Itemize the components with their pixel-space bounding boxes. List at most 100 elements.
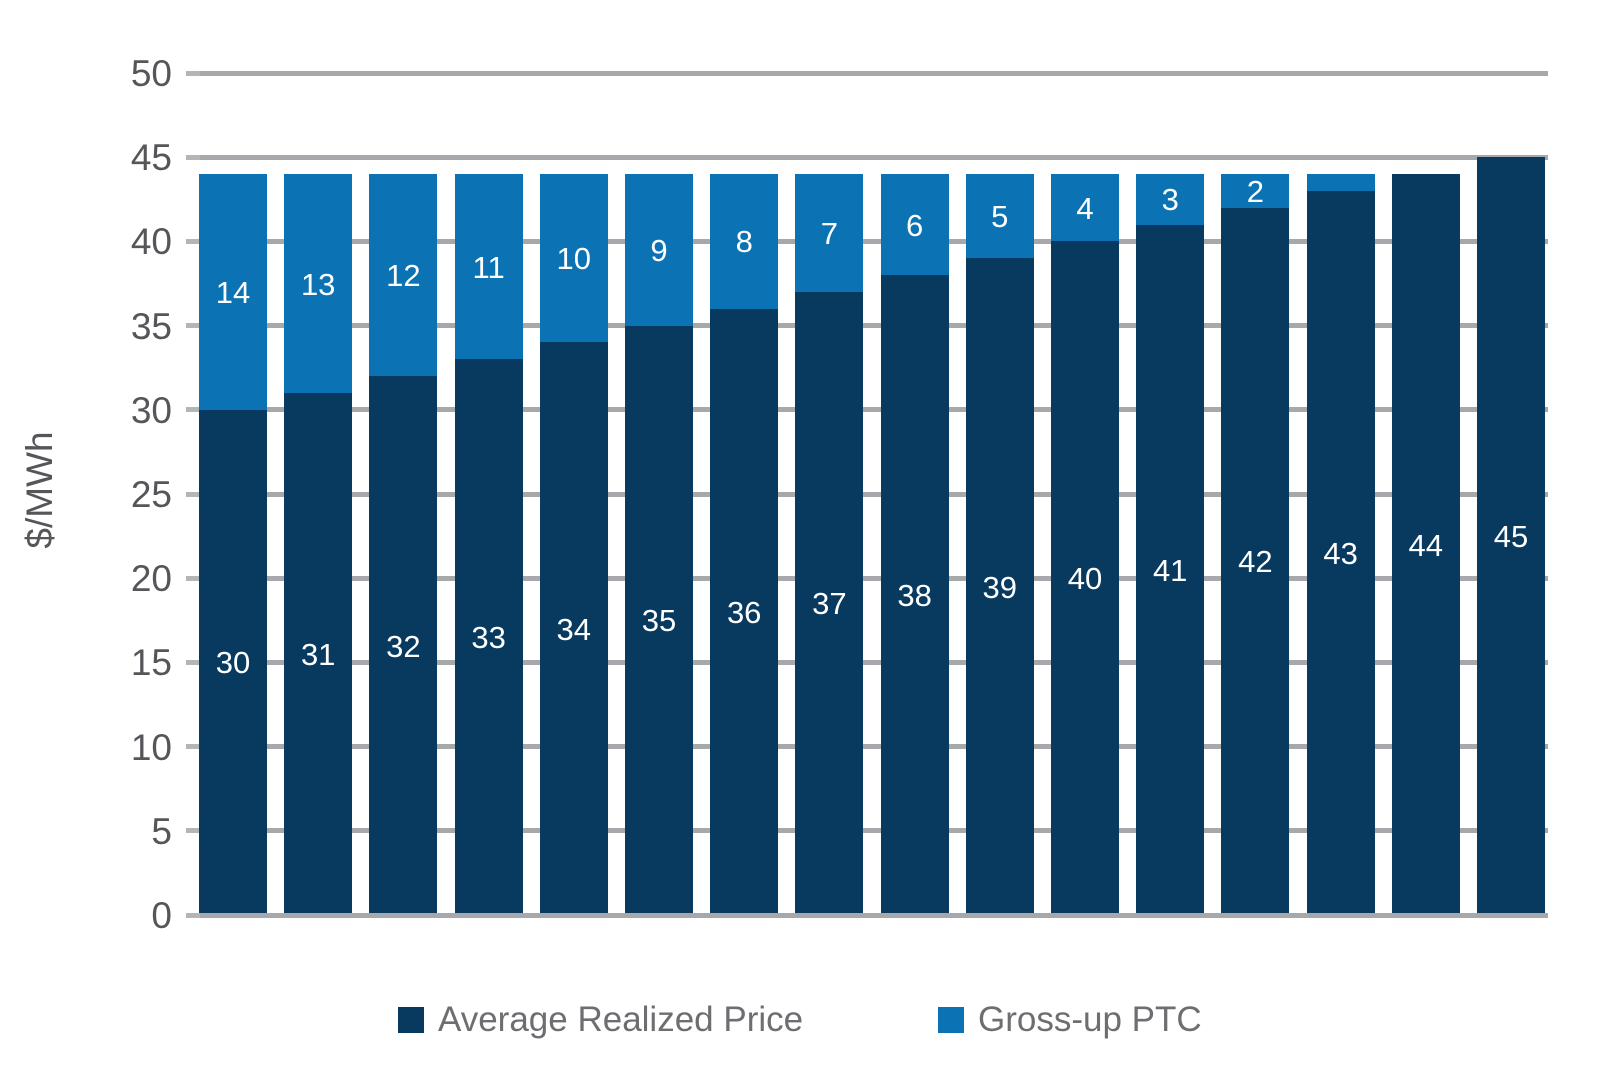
bar-segment-gross-up-ptc (199, 174, 267, 410)
bar-segment-average-realized-price (880, 275, 949, 913)
y-tick-mark-20 (186, 575, 200, 581)
bar-value-label: 8 (735, 224, 753, 260)
gridline-30 (190, 407, 1548, 413)
y-tick-mark-40 (186, 238, 200, 244)
bar-segment-average-realized-price (1136, 224, 1205, 913)
bar-value-label: 38 (897, 578, 932, 614)
legend-swatch-average-realized-price (398, 1006, 424, 1033)
bar-value-label: 14 (215, 274, 251, 310)
bar-segment-average-realized-price (710, 308, 779, 913)
y-tick-label-20: 20 (130, 558, 172, 600)
legend-swatch-gross-up-ptc (938, 1006, 964, 1033)
bar-segment-average-realized-price (1477, 157, 1545, 913)
bar-segment-gross-up-ptc (284, 174, 353, 393)
bar-value-label: 35 (641, 603, 677, 639)
bar-value-label: 6 (905, 207, 924, 243)
y-tick-label-35: 35 (130, 305, 172, 347)
bar-segment-gross-up-ptc (965, 174, 1034, 259)
bar-segment-average-realized-price (1051, 241, 1119, 913)
bar-segment-average-realized-price (965, 258, 1034, 913)
gridline-15 (190, 659, 1548, 665)
bar-segment-gross-up-ptc (880, 174, 949, 276)
y-tick-label-25: 25 (130, 474, 172, 515)
bar-value-label: 5 (991, 199, 1009, 235)
bar-segment-average-realized-price (284, 392, 353, 913)
y-tick-label-5: 5 (151, 810, 172, 852)
y-tick-mark-10 (186, 744, 200, 750)
bar-segment-average-realized-price (795, 291, 864, 913)
bar-segment-gross-up-ptc (1136, 174, 1205, 225)
bar-value-label: 39 (982, 569, 1018, 605)
bar-segment-average-realized-price (199, 409, 267, 913)
bar-value-label: 33 (471, 620, 506, 656)
legend-item-gross-up-ptc: Gross-up PTC (938, 1002, 1202, 1037)
bar-value-label: 45 (1493, 519, 1529, 555)
bar-value-label: 31 (300, 636, 336, 672)
bar-segment-average-realized-price (539, 342, 608, 913)
bar-segment-gross-up-ptc (454, 174, 523, 360)
bar-value-label: 37 (812, 586, 847, 622)
bar-value-label: 7 (820, 215, 839, 251)
gridline-0 (190, 912, 1548, 918)
y-tick-mark-30 (186, 407, 200, 413)
bar-value-label: 44 (1408, 527, 1444, 563)
gridline-25 (190, 491, 1548, 497)
bar-segment-gross-up-ptc (625, 174, 693, 326)
bar-segment-average-realized-price (1306, 190, 1375, 913)
bar-segment-average-realized-price (454, 359, 523, 913)
y-tick-mark-15 (186, 659, 200, 665)
bar-segment-gross-up-ptc (795, 174, 864, 292)
y-tick-mark-0 (186, 912, 200, 918)
y-tick-mark-35 (186, 323, 200, 329)
legend-label: Average Realized Price (438, 1000, 804, 1039)
y-tick-label-50: 50 (130, 53, 172, 94)
y-tick-label-40: 40 (130, 221, 172, 263)
y-tick-mark-25 (186, 491, 200, 497)
gridline-40 (190, 238, 1548, 244)
y-tick-label-45: 45 (130, 137, 172, 179)
bar-value-label: 34 (556, 611, 592, 647)
gridline-50 (190, 70, 1548, 76)
bar-value-label: 43 (1323, 535, 1358, 571)
bar-value-label: 12 (386, 258, 421, 294)
y-tick-label-15: 15 (130, 642, 172, 684)
bar-segment-average-realized-price (625, 325, 693, 913)
bar-value-label: 10 (556, 241, 592, 277)
bar-value-label: 13 (300, 266, 336, 302)
bar-value-label: 11 (472, 249, 505, 285)
bar-segment-average-realized-price (1391, 174, 1460, 913)
gridline-5 (190, 828, 1548, 834)
bar-value-label: 41 (1152, 552, 1188, 588)
legend-label: Gross-up PTC (978, 1000, 1202, 1039)
y-tick-label-10: 10 (130, 726, 172, 768)
bar-value-label: 40 (1067, 561, 1103, 597)
y-tick-mark-45 (186, 154, 200, 160)
bar-value-label: 4 (1076, 190, 1094, 226)
bar-segment-gross-up-ptc (1221, 174, 1290, 208)
gridline-10 (190, 744, 1548, 750)
bar-segment-gross-up-ptc (1051, 174, 1119, 242)
gridline-35 (190, 323, 1548, 329)
bar-value-label: 32 (386, 628, 421, 664)
y-tick-label-30: 30 (130, 389, 172, 431)
y-tick-mark-5 (186, 828, 200, 834)
y-tick-mark-50 (186, 70, 200, 76)
bar-segment-average-realized-price (1221, 207, 1290, 913)
bar-value-label: 9 (650, 232, 668, 268)
bar-segment-average-realized-price (369, 376, 438, 913)
bar-segment-gross-up-ptc (369, 174, 438, 377)
y-tick-label-0: 0 (151, 895, 172, 936)
bar-segment-gross-up-ptc (539, 174, 608, 343)
bar-value-label: 2 (1246, 173, 1265, 209)
legend-item-average-realized-price: Average Realized Price (398, 1002, 803, 1037)
gridline-45 (190, 154, 1548, 160)
bar-segment-gross-up-ptc (1306, 174, 1375, 191)
gridline-20 (190, 575, 1548, 581)
bar-value-label: 3 (1161, 182, 1179, 218)
legend: Average Realized Price Gross-up PTC (0, 1002, 1600, 1042)
bar-segment-gross-up-ptc (710, 174, 779, 309)
bar-value-label: 42 (1238, 544, 1273, 580)
bar-value-label: 30 (215, 645, 251, 681)
bar-value-label: 36 (726, 594, 762, 630)
